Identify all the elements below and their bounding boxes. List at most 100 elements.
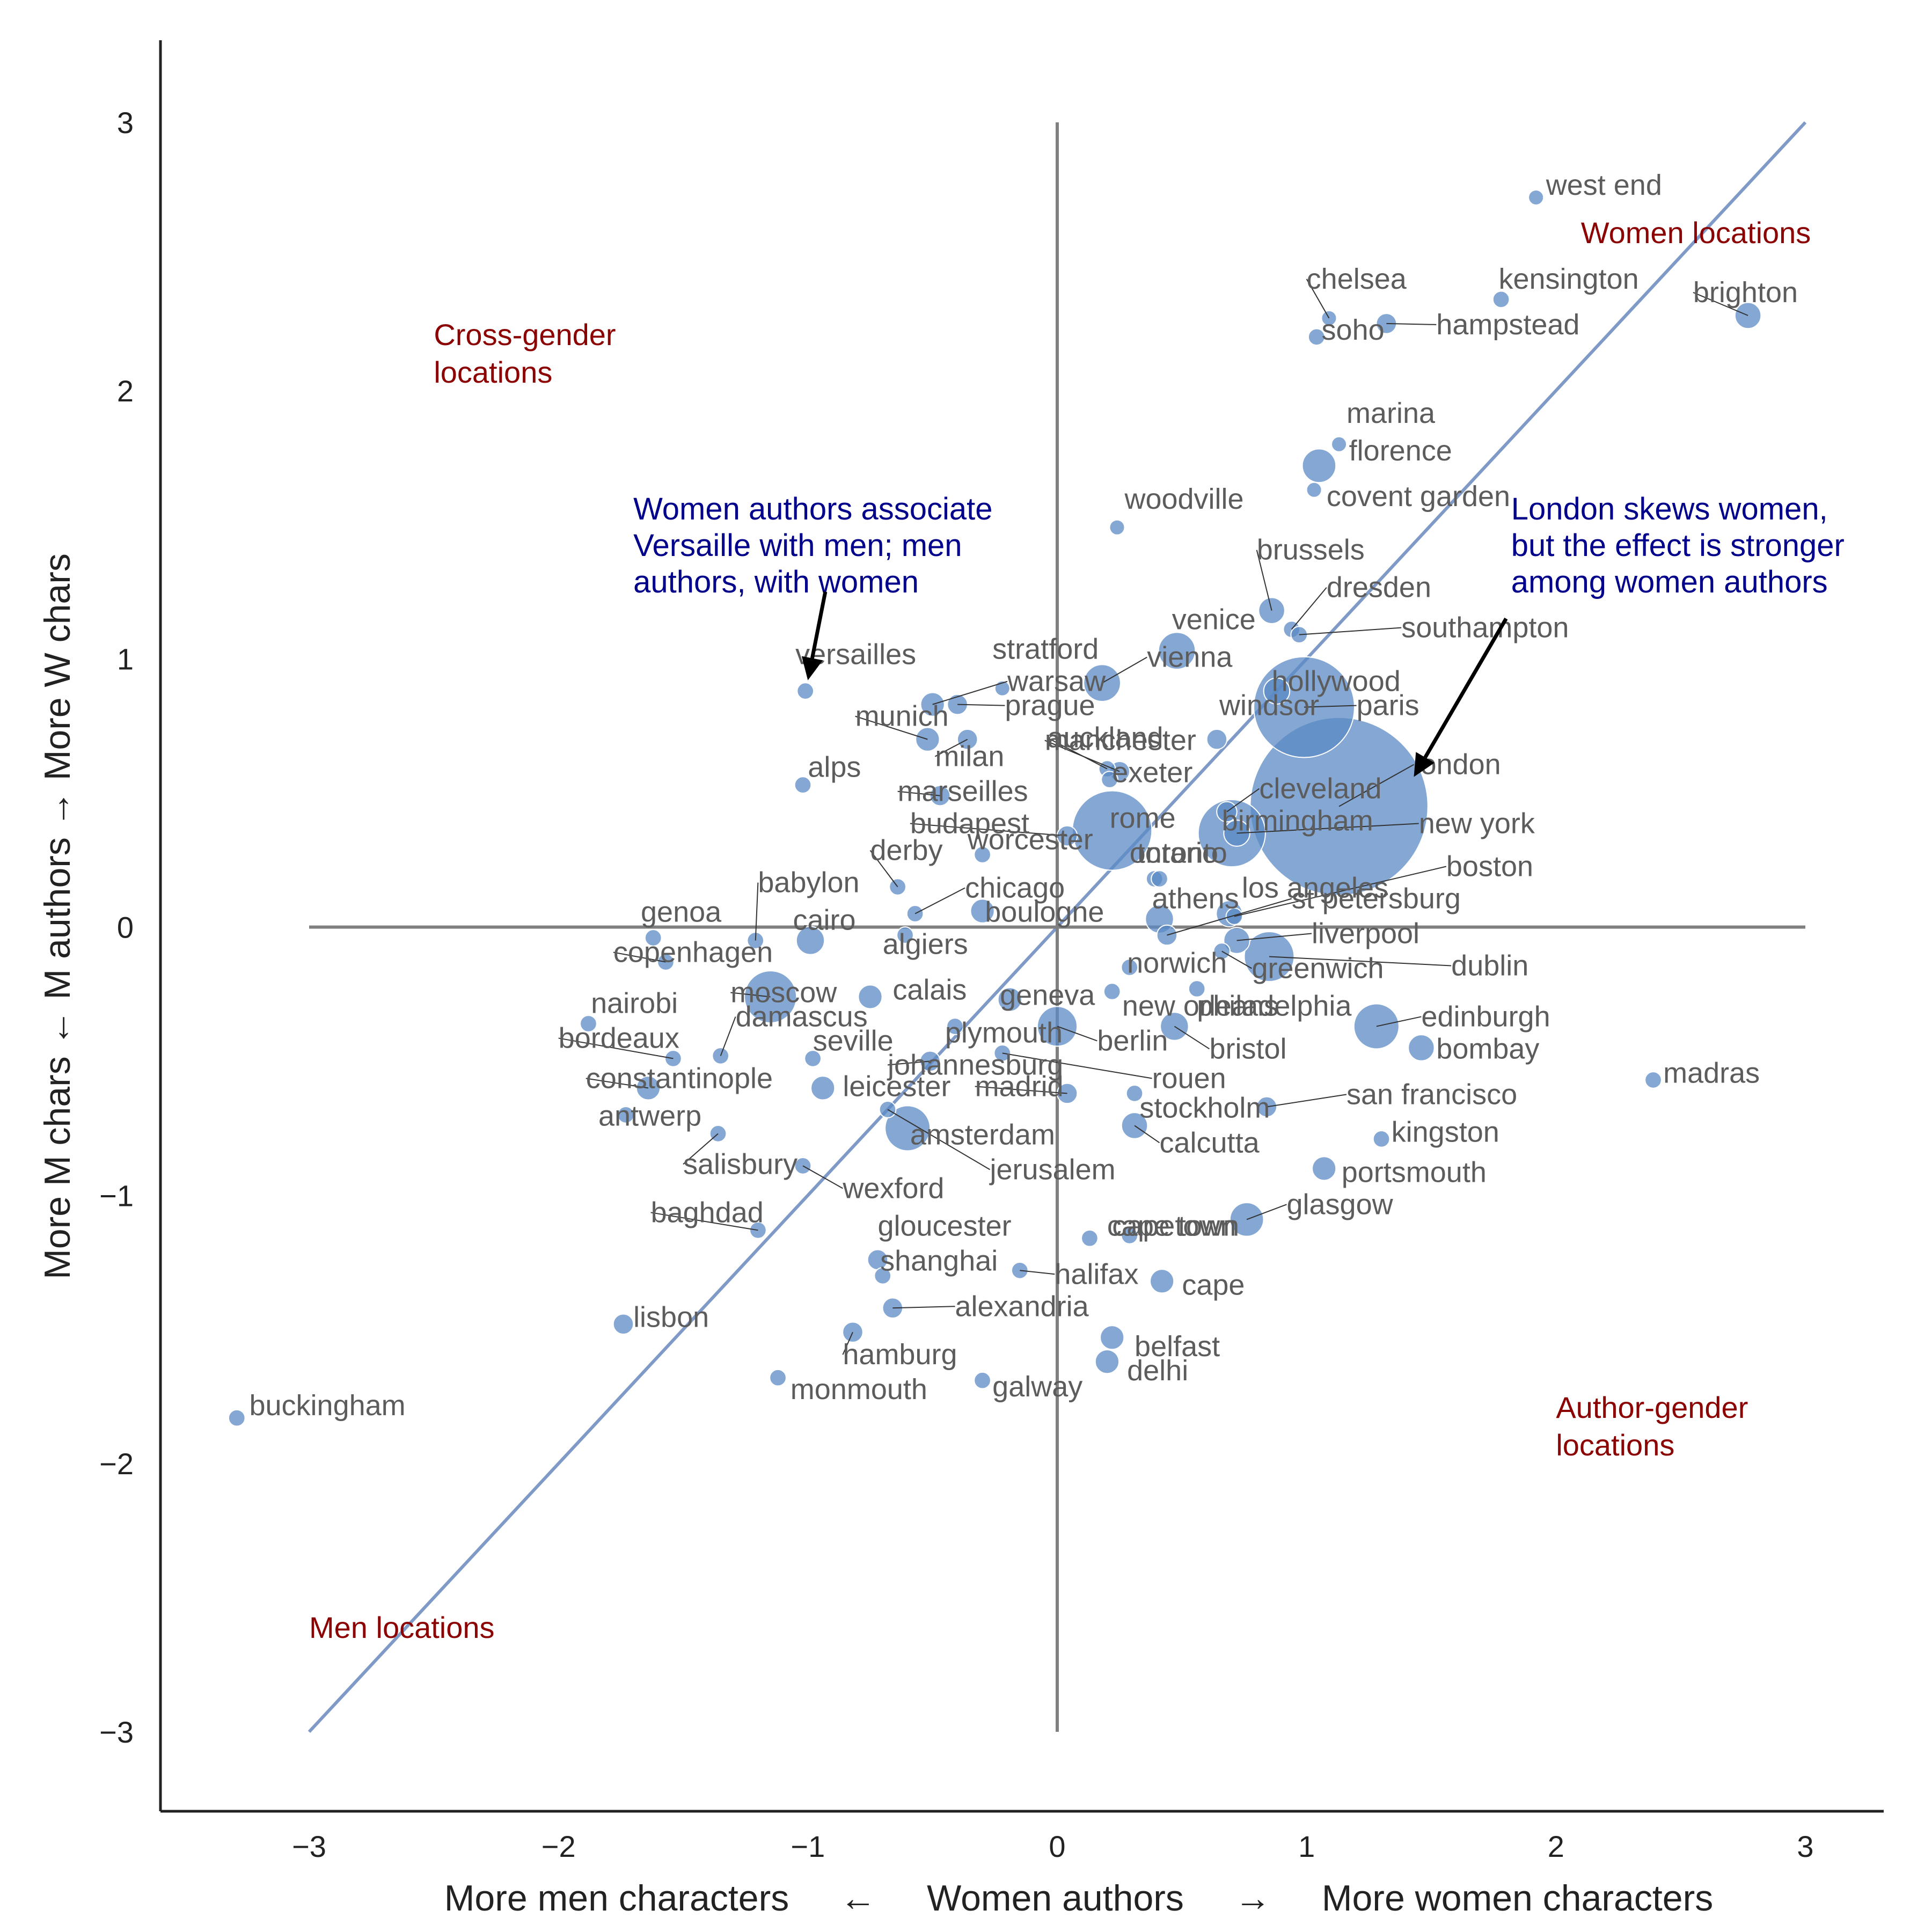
label-rome: rome bbox=[1110, 802, 1176, 835]
y-tick-label: 3 bbox=[117, 106, 134, 140]
point-lisbon bbox=[612, 1313, 634, 1335]
leader-jerusalem bbox=[887, 1109, 991, 1170]
x-tick-label: 1 bbox=[1298, 1829, 1315, 1863]
label-edinburgh: edinburgh bbox=[1421, 1000, 1550, 1033]
label-vienna: vienna bbox=[1147, 641, 1233, 674]
y-tick-label: −3 bbox=[99, 1715, 134, 1749]
leader-munich bbox=[855, 715, 928, 740]
label-paris: paris bbox=[1357, 690, 1419, 722]
quadrant-label: locations bbox=[1556, 1428, 1674, 1462]
label-nairobi: nairobi bbox=[591, 987, 678, 1019]
point-marina bbox=[1331, 436, 1348, 452]
label-ontario: ontario bbox=[1130, 837, 1218, 869]
label-new-york: new york bbox=[1419, 808, 1535, 840]
leader-dublin bbox=[1269, 956, 1452, 967]
leader-manchester bbox=[1044, 740, 1120, 772]
leader-salisbury bbox=[683, 1133, 719, 1165]
leader-halifax bbox=[1020, 1270, 1055, 1275]
leader-chelsea bbox=[1306, 279, 1330, 319]
label-dresden: dresden bbox=[1327, 572, 1431, 604]
point-plymouth bbox=[946, 1018, 964, 1035]
leader-babylon bbox=[755, 882, 759, 941]
leader-copenhagen bbox=[613, 952, 666, 963]
point-salisbury bbox=[709, 1125, 727, 1143]
leader-chicago bbox=[914, 887, 965, 914]
point-exeter bbox=[1101, 771, 1118, 788]
leader-derby bbox=[869, 850, 898, 888]
label-norwich: norwich bbox=[1127, 947, 1227, 979]
leader-southampton bbox=[1299, 627, 1402, 635]
label-manchester: manchester bbox=[1045, 724, 1196, 757]
label-cleveland: cleveland bbox=[1259, 773, 1381, 805]
point-cairo bbox=[795, 926, 825, 955]
x-tick-label: 3 bbox=[1797, 1829, 1813, 1863]
leader-vienna bbox=[1102, 656, 1147, 684]
point-florence bbox=[1301, 448, 1337, 484]
label-lisbon: lisbon bbox=[633, 1301, 709, 1333]
leader-hamburg bbox=[842, 1331, 853, 1355]
leader-bordeaux bbox=[558, 1037, 674, 1059]
point-windsor bbox=[1206, 728, 1228, 750]
leader-marseilles bbox=[897, 791, 940, 796]
leader-milan bbox=[934, 738, 968, 757]
label-amsterdam: amsterdam bbox=[910, 1118, 1055, 1151]
label-portsmouth: portsmouth bbox=[1342, 1156, 1487, 1188]
label-shanghai: shanghai bbox=[880, 1245, 998, 1277]
x-tick-label: −1 bbox=[791, 1829, 825, 1863]
point-antwerp bbox=[617, 1106, 635, 1124]
point-cape-town bbox=[1081, 1229, 1099, 1247]
label-munich: munich bbox=[855, 700, 949, 733]
label-stockholm: stockholm bbox=[1139, 1092, 1270, 1124]
quadrant-label: locations bbox=[434, 355, 552, 389]
point-worcester bbox=[974, 846, 991, 863]
label-bombay: bombay bbox=[1436, 1033, 1539, 1065]
label-leicester: leicester bbox=[843, 1070, 950, 1102]
label-southampton: southampton bbox=[1401, 612, 1569, 644]
label-cape: cape bbox=[1182, 1269, 1245, 1301]
point-woodville bbox=[1109, 519, 1125, 536]
label-st-petersburg: st petersburg bbox=[1292, 883, 1461, 915]
label-leader-lines bbox=[558, 279, 1748, 1355]
label-madras: madras bbox=[1663, 1057, 1760, 1089]
label-auckland: auckland bbox=[1047, 722, 1163, 754]
label-johannesburg: johannesburg bbox=[887, 1049, 1063, 1081]
point-portsmouth bbox=[1312, 1156, 1337, 1181]
label-alps: alps bbox=[808, 751, 861, 784]
label-greenwich: greenwich bbox=[1252, 952, 1384, 984]
label-worcester: worcester bbox=[967, 824, 1093, 856]
point-nairobi bbox=[580, 1015, 597, 1033]
label-calcutta: calcutta bbox=[1160, 1126, 1260, 1159]
leader-london bbox=[1338, 764, 1414, 807]
leader-new-york bbox=[1236, 823, 1419, 834]
x-tick-label: 2 bbox=[1548, 1829, 1564, 1863]
label-genoa: genoa bbox=[641, 896, 722, 928]
leader-wexford bbox=[802, 1165, 843, 1189]
point-covent-garden bbox=[1306, 481, 1322, 498]
point-galway bbox=[974, 1371, 991, 1389]
label-covent-garden: covent garden bbox=[1327, 480, 1510, 513]
point-west-end bbox=[1528, 189, 1545, 206]
x-axis-label: More men characters ← Women authors → Mo… bbox=[444, 1878, 1713, 1919]
label-windsor: windsor bbox=[1219, 690, 1319, 722]
label-glasgow: glasgow bbox=[1286, 1188, 1393, 1220]
label-liverpool: liverpool bbox=[1312, 917, 1419, 949]
label-brussels: brussels bbox=[1257, 534, 1365, 566]
y-axis-label: More M chars ← M authors → More W chars bbox=[37, 553, 78, 1279]
point-labels: west end chelsea kensington brighton hampste… bbox=[249, 169, 1798, 1422]
label-marseilles: marseilles bbox=[898, 775, 1028, 808]
annotation-line: Women authors associate bbox=[633, 492, 993, 526]
axes bbox=[159, 40, 1884, 1813]
annotation-line: among women authors bbox=[1511, 565, 1828, 599]
label-birmingham: birmingham bbox=[1222, 805, 1373, 837]
point-genoa bbox=[644, 929, 662, 947]
leader-st-petersburg bbox=[1167, 898, 1292, 936]
label-toronto: toronto bbox=[1137, 837, 1227, 869]
label-boulogne: boulogne bbox=[985, 896, 1104, 928]
label-halifax: halifax bbox=[1055, 1258, 1138, 1290]
quadrant-label: Women locations bbox=[1581, 216, 1811, 250]
point-derby bbox=[889, 878, 906, 896]
label-madrid: madrid bbox=[975, 1070, 1064, 1102]
label-wexford: wexford bbox=[842, 1172, 944, 1204]
annotation-arrow-head bbox=[1414, 752, 1435, 777]
